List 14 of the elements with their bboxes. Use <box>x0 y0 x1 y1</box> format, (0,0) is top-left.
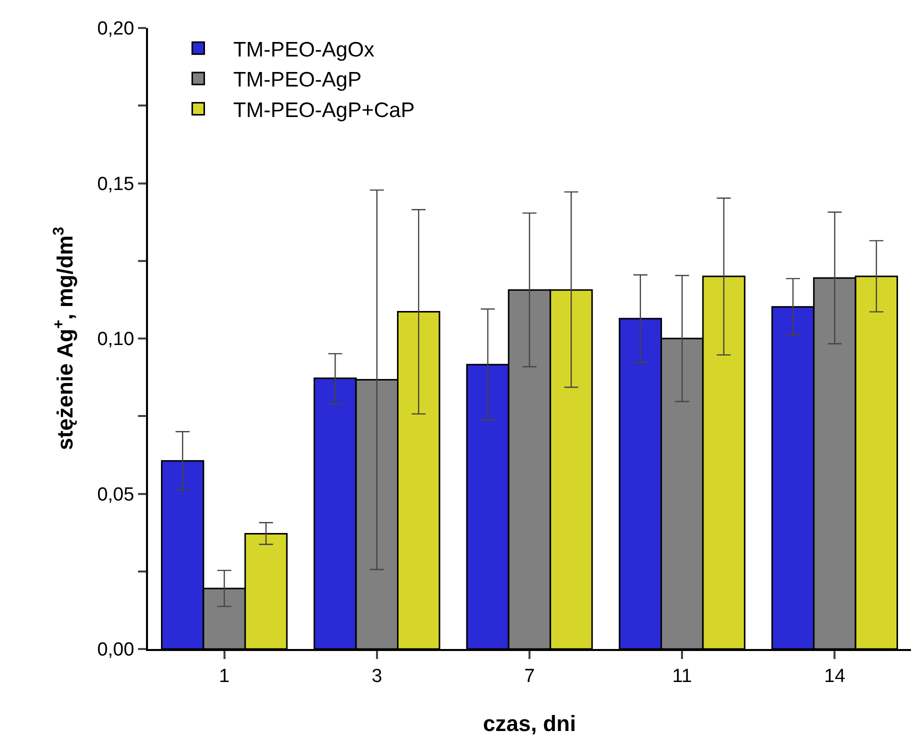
y-tick-label: 0,00 <box>97 640 134 661</box>
x-tick-label: 7 <box>524 666 535 687</box>
y-tick-label: 0,05 <box>97 484 134 506</box>
legend-label: TM-PEO-AgOx <box>233 38 375 62</box>
legend-label: TM-PEO-AgP <box>233 68 362 92</box>
x-tick-label: 3 <box>372 666 382 687</box>
x-tick-label: 11 <box>672 666 692 687</box>
x-tick-label: 1 <box>219 666 230 687</box>
x-axis-title: czas, dni <box>483 711 576 736</box>
y-tick-label: 0,10 <box>97 329 134 350</box>
y-tick-label: 0,20 <box>97 18 134 40</box>
x-tick-label: 14 <box>824 666 846 687</box>
legend-label: TM-PEO-AgP+CaP <box>233 98 415 122</box>
y-tick-label: 0,15 <box>97 174 134 195</box>
